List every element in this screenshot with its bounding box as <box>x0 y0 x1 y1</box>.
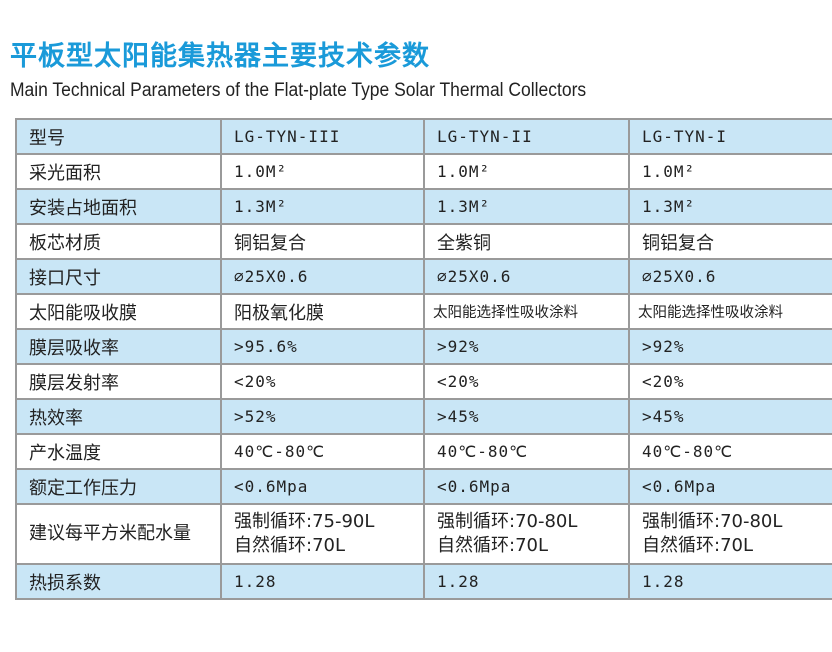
cell-line: 强制循环:70-80L <box>437 511 578 532</box>
cell-value: ⌀25X0.6 <box>628 258 832 295</box>
table-row: 膜层发射率 <20% <20% <20% <box>15 363 832 400</box>
cell-value: 强制循环:75-90L 自然循环:70L <box>220 503 425 565</box>
cell-value: >52% <box>220 398 425 435</box>
row-label: 额定工作压力 <box>15 468 222 505</box>
cell-value: 强制循环:70-80L 自然循环:70L <box>423 503 630 565</box>
table-row: 板芯材质 铜铝复合 全紫铜 铜铝复合 <box>15 223 832 260</box>
row-label: 热效率 <box>15 398 222 435</box>
cell-value: 1.28 <box>628 563 832 600</box>
header-model: LG-TYN-I <box>628 118 832 155</box>
page-title: 平板型太阳能集热器主要技术参数 <box>10 41 430 72</box>
cell-line: 自然循环:70L <box>642 535 753 556</box>
cell-value: 1.3M² <box>220 188 425 225</box>
table-row: 热损系数 1.28 1.28 1.28 <box>15 563 832 600</box>
cell-value: 太阳能选择性吸收涂料 <box>423 293 630 330</box>
header-label: 型号 <box>15 118 222 155</box>
page-subtitle: Main Technical Parameters of the Flat-pl… <box>10 80 587 101</box>
cell-value: 铜铝复合 <box>628 223 832 260</box>
cell-value: 1.0M² <box>628 153 832 190</box>
cell-value: ⌀25X0.6 <box>423 258 630 295</box>
table-row: 产水温度 40℃-80℃ 40℃-80℃ 40℃-80℃ <box>15 433 832 470</box>
cell-value: 40℃-80℃ <box>220 433 425 470</box>
table-row: 膜层吸收率 >95.6% >92% >92% <box>15 328 832 365</box>
cell-value: <0.6Mpa <box>220 468 425 505</box>
table-row: 建议每平方米配水量 强制循环:75-90L 自然循环:70L 强制循环:70-80L 自… <box>15 503 832 565</box>
row-label: 膜层吸收率 <box>15 328 222 365</box>
cell-line: 强制循环:75-90L <box>234 511 375 532</box>
cell-value: >92% <box>628 328 832 365</box>
cell-value: 1.0M² <box>423 153 630 190</box>
row-label: 膜层发射率 <box>15 363 222 400</box>
cell-value: <20% <box>220 363 425 400</box>
cell-value: 1.0M² <box>220 153 425 190</box>
table-row: 采光面积 1.0M² 1.0M² 1.0M² <box>15 153 832 190</box>
table-row: 接口尺寸 ⌀25X0.6 ⌀25X0.6 ⌀25X0.6 <box>15 258 832 295</box>
table-row: 太阳能吸收膜 阳极氧化膜 太阳能选择性吸收涂料 太阳能选择性吸收涂料 <box>15 293 832 330</box>
cell-value: >95.6% <box>220 328 425 365</box>
cell-value: 铜铝复合 <box>220 223 425 260</box>
cell-value: 1.28 <box>423 563 630 600</box>
cell-line: 强制循环:70-80L <box>642 511 783 532</box>
table-row: 额定工作压力 <0.6Mpa <0.6Mpa <0.6Mpa <box>15 468 832 505</box>
cell-value: 阳极氧化膜 <box>220 293 425 330</box>
row-label: 采光面积 <box>15 153 222 190</box>
cell-value: <0.6Mpa <box>628 468 832 505</box>
cell-value: 1.3M² <box>628 188 832 225</box>
cell-value: 1.28 <box>220 563 425 600</box>
row-label: 安装占地面积 <box>15 188 222 225</box>
cell-value: >45% <box>423 398 630 435</box>
row-label: 板芯材质 <box>15 223 222 260</box>
cell-value: <20% <box>628 363 832 400</box>
cell-value: 太阳能选择性吸收涂料 <box>628 293 832 330</box>
cell-value: 1.3M² <box>423 188 630 225</box>
table-row: 安装占地面积 1.3M² 1.3M² 1.3M² <box>15 188 832 225</box>
table-row: 热效率 >52% >45% >45% <box>15 398 832 435</box>
cell-value: 强制循环:70-80L 自然循环:70L <box>628 503 832 565</box>
row-label: 产水温度 <box>15 433 222 470</box>
cell-value: <20% <box>423 363 630 400</box>
cell-value: 全紫铜 <box>423 223 630 260</box>
cell-value: <0.6Mpa <box>423 468 630 505</box>
row-label: 太阳能吸收膜 <box>15 293 222 330</box>
parameters-table: 型号 LG-TYN-III LG-TYN-II LG-TYN-I 采光面积 1.0M² 1.… <box>15 118 832 600</box>
row-label: 接口尺寸 <box>15 258 222 295</box>
cell-line: 自然循环:70L <box>437 535 548 556</box>
header-model: LG-TYN-II <box>423 118 630 155</box>
cell-value: 40℃-80℃ <box>423 433 630 470</box>
table-header-row: 型号 LG-TYN-III LG-TYN-II LG-TYN-I <box>15 118 832 155</box>
cell-value: >45% <box>628 398 832 435</box>
cell-value: ⌀25X0.6 <box>220 258 425 295</box>
row-label: 建议每平方米配水量 <box>15 503 222 565</box>
cell-value: >92% <box>423 328 630 365</box>
cell-line: 自然循环:70L <box>234 535 345 556</box>
row-label: 热损系数 <box>15 563 222 600</box>
header-model: LG-TYN-III <box>220 118 425 155</box>
cell-value: 40℃-80℃ <box>628 433 832 470</box>
